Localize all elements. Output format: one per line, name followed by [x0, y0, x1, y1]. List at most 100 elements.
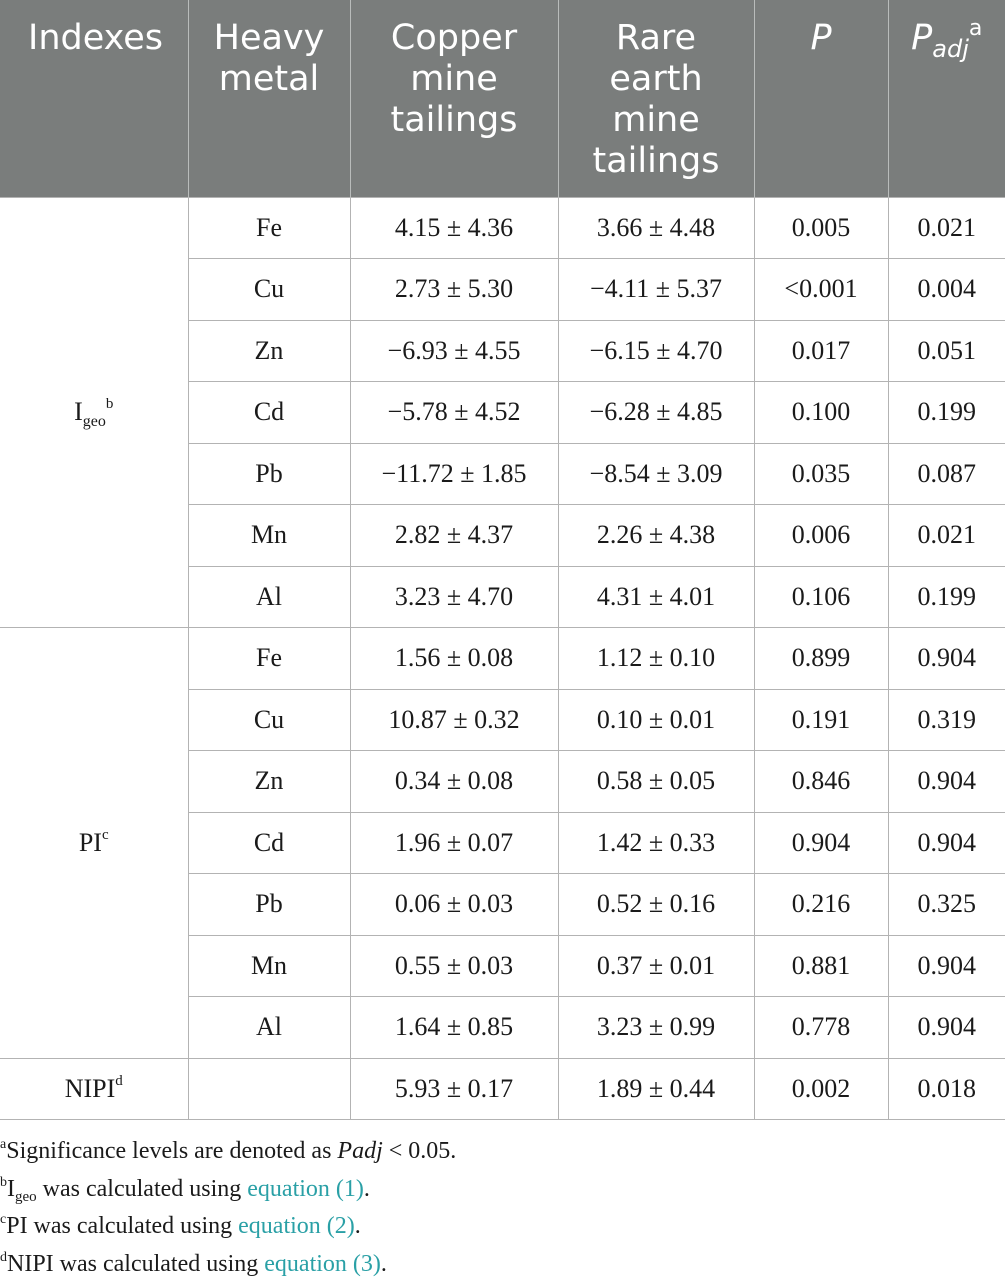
- rare-earth-value-cell: 1.42 ± 0.33: [557, 811, 755, 874]
- rare-earth-value-cell: 2.26 ± 4.38: [557, 504, 755, 567]
- copper-value-cell: 5.93 ± 0.17: [349, 1057, 559, 1120]
- rare-earth-value-cell: 0.58 ± 0.05: [557, 750, 755, 813]
- rare-earth-value-cell: 0.10 ± 0.01: [557, 688, 755, 751]
- footnote-a: aSignificance levels are denoted as Padj…: [0, 1137, 457, 1165]
- table-row: Zn 0.34 ± 0.08 0.58 ± 0.05 0.846 0.904: [0, 750, 1005, 813]
- p-value-cell: 0.002: [753, 1057, 889, 1120]
- pi-group-label: PIc: [0, 627, 189, 1059]
- heavy-metal-indexes-table: Indexes Heavy metal Copper mine tailings Ra…: [0, 0, 1005, 1120]
- rare-earth-value-cell: 0.52 ± 0.16: [557, 873, 755, 936]
- copper-value-cell: 0.34 ± 0.08: [349, 750, 559, 813]
- rare-earth-value-cell: 3.23 ± 0.99: [557, 996, 755, 1059]
- table-row: Cu 2.73 ± 5.30 −4.11 ± 5.37 <0.001 0.004: [0, 258, 1005, 321]
- metal-cell: Fe: [187, 196, 351, 259]
- table-row: NIPId 5.93 ± 0.17 1.89 ± 0.44 0.002 0.018: [0, 1057, 1005, 1120]
- padj-value-cell: 0.904: [887, 750, 1005, 813]
- header-rare-earth-mine-tailings: Rare earth mine tailings: [558, 0, 755, 197]
- footnote-b: bIgeo was calculated using equation (1).: [0, 1174, 370, 1205]
- table-row: Pb 0.06 ± 0.03 0.52 ± 0.16 0.216 0.325: [0, 873, 1005, 936]
- table-row: Mn 2.82 ± 4.37 2.26 ± 4.38 0.006 0.021: [0, 504, 1005, 567]
- equation-1-link[interactable]: equation (1): [247, 1175, 364, 1202]
- p-value-cell: 0.106: [753, 565, 889, 628]
- padj-value-cell: 0.199: [887, 381, 1005, 444]
- padj-value-cell: 0.904: [887, 627, 1005, 690]
- table-body: Igeob Fe 4.15 ± 4.36 3.66 ± 4.48 0.005 0.021 C…: [0, 196, 1005, 1120]
- p-value-cell: 0.899: [753, 627, 889, 690]
- copper-value-cell: 10.87 ± 0.32: [349, 688, 559, 751]
- header-row: Indexes Heavy metal Copper mine tailings Ra…: [0, 0, 1005, 197]
- header-copper-mine-tailings: Copper mine tailings: [350, 0, 559, 197]
- padj-value-cell: 0.018: [887, 1057, 1005, 1120]
- p-value-cell: 0.904: [753, 811, 889, 874]
- nipi-group-label: NIPId: [0, 1057, 189, 1120]
- copper-value-cell: 0.06 ± 0.03: [349, 873, 559, 936]
- table-row: Cu 10.87 ± 0.32 0.10 ± 0.01 0.191 0.319: [0, 688, 1005, 751]
- metal-cell: Pb: [188, 873, 351, 936]
- p-value-cell: 0.017: [753, 319, 889, 382]
- metal-cell: Cd: [188, 381, 351, 444]
- header-indexes: Indexes: [0, 0, 189, 197]
- p-value-cell: 0.846: [753, 750, 889, 813]
- rare-earth-value-cell: 0.37 ± 0.01: [557, 934, 755, 997]
- rare-earth-value-cell: −8.54 ± 3.09: [557, 442, 755, 505]
- header-p: P: [754, 0, 889, 197]
- copper-value-cell: 2.82 ± 4.37: [349, 504, 559, 567]
- metal-cell: Cu: [188, 688, 351, 751]
- p-value-cell: 0.006: [753, 504, 889, 567]
- padj-value-cell: 0.904: [887, 996, 1005, 1059]
- metal-cell: Cu: [188, 258, 351, 321]
- copper-value-cell: −11.72 ± 1.85: [349, 442, 559, 505]
- metal-cell: Cd: [188, 811, 351, 874]
- table-row: Mn 0.55 ± 0.03 0.37 ± 0.01 0.881 0.904: [0, 934, 1005, 997]
- header-padj: Padja: [888, 0, 1005, 197]
- copper-value-cell: 4.15 ± 4.36: [349, 196, 559, 259]
- equation-3-link[interactable]: equation (3): [264, 1250, 381, 1277]
- padj-value-cell: 0.004: [887, 258, 1005, 321]
- metal-cell: Zn: [188, 750, 351, 813]
- copper-value-cell: 2.73 ± 5.30: [349, 258, 559, 321]
- p-value-cell: 0.100: [753, 381, 889, 444]
- copper-value-cell: 0.55 ± 0.03: [349, 934, 559, 997]
- metal-cell: Al: [188, 996, 351, 1059]
- copper-value-cell: −5.78 ± 4.52: [349, 381, 559, 444]
- rare-earth-value-cell: 1.89 ± 0.44: [557, 1057, 755, 1120]
- table-row: Cd −5.78 ± 4.52 −6.28 ± 4.85 0.100 0.199: [0, 381, 1005, 444]
- padj-value-cell: 0.087: [887, 442, 1005, 505]
- p-value-cell: 0.005: [753, 196, 889, 259]
- rare-earth-value-cell: −6.28 ± 4.85: [557, 381, 755, 444]
- rare-earth-value-cell: 4.31 ± 4.01: [557, 565, 755, 628]
- copper-value-cell: −6.93 ± 4.55: [349, 319, 559, 382]
- rare-earth-value-cell: −4.11 ± 5.37: [557, 258, 755, 321]
- copper-value-cell: 1.64 ± 0.85: [349, 996, 559, 1059]
- p-value-cell: 0.881: [753, 934, 889, 997]
- p-value-cell: 0.216: [753, 873, 889, 936]
- padj-value-cell: 0.904: [887, 934, 1005, 997]
- metal-cell: Pb: [188, 442, 351, 505]
- p-value-cell: 0.191: [753, 688, 889, 751]
- table-row: Zn −6.93 ± 4.55 −6.15 ± 4.70 0.017 0.051: [0, 319, 1005, 382]
- copper-value-cell: 1.96 ± 0.07: [349, 811, 559, 874]
- rare-earth-value-cell: −6.15 ± 4.70: [557, 319, 755, 382]
- padj-value-cell: 0.319: [887, 688, 1005, 751]
- equation-2-link[interactable]: equation (2): [238, 1213, 355, 1239]
- metal-cell: Fe: [187, 627, 351, 690]
- footnote-c: cPI was calculated using equation (2).: [0, 1212, 361, 1240]
- table-row: PIc Fe 1.56 ± 0.08 1.12 ± 0.10 0.899 0.904: [0, 627, 1005, 1059]
- padj-value-cell: 0.904: [887, 811, 1005, 874]
- table-row: Al 1.64 ± 0.85 3.23 ± 0.99 0.778 0.904: [0, 996, 1005, 1059]
- padj-value-cell: 0.199: [887, 565, 1005, 628]
- header-heavy-metal: Heavy metal: [188, 0, 351, 197]
- metal-cell: Mn: [188, 934, 351, 997]
- copper-value-cell: 1.56 ± 0.08: [349, 627, 559, 690]
- copper-value-cell: 3.23 ± 4.70: [349, 565, 559, 628]
- footnotes: aSignificance levels are denoted as Padj…: [0, 1133, 1005, 1283]
- table-row: Igeob Fe 4.15 ± 4.36 3.66 ± 4.48 0.005 0.021: [0, 196, 1005, 628]
- rare-earth-value-cell: 3.66 ± 4.48: [557, 196, 755, 259]
- metal-cell: Mn: [188, 504, 351, 567]
- padj-value-cell: 0.325: [887, 873, 1005, 936]
- padj-value-cell: 0.021: [887, 504, 1005, 567]
- p-value-cell: 0.778: [753, 996, 889, 1059]
- metal-cell: [187, 1057, 351, 1120]
- padj-value-cell: 0.021: [887, 196, 1005, 259]
- footnote-d: dNIPI was calculated using equation (3).: [0, 1249, 387, 1277]
